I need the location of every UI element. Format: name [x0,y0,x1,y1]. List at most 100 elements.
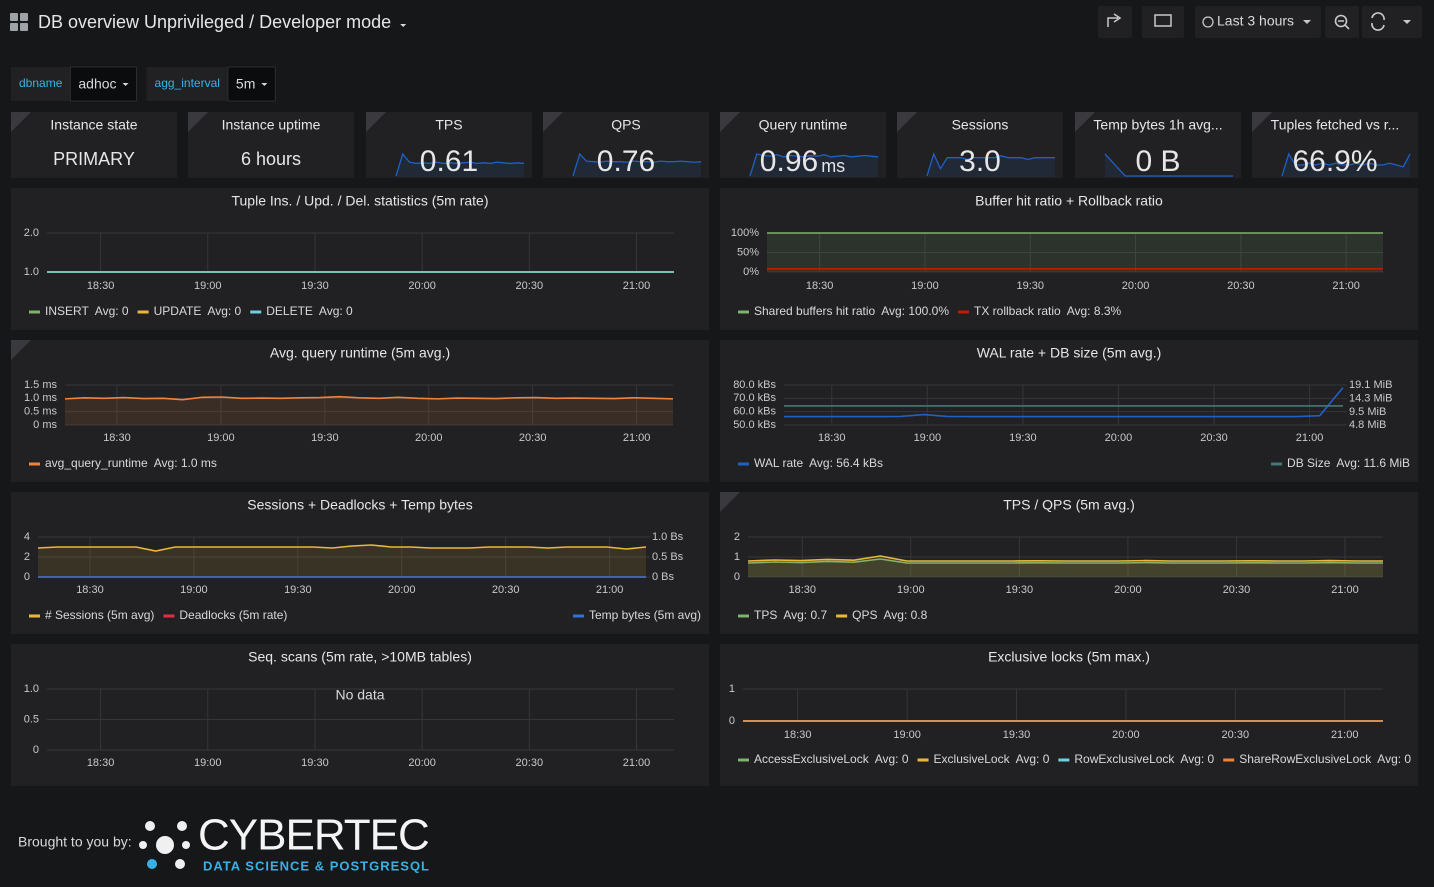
legend-item[interactable]: # Sessions (5m avg) [29,608,154,622]
stat-title: TPS [435,117,462,133]
legend-avg: Avg: 100.0% [881,304,949,318]
y-tick-label: 1.0 [24,266,39,278]
x-tick-label: 19:00 [914,432,942,444]
legend-avg: Avg: 8.3% [1067,304,1122,318]
stat-title: Tuples fetched vs r... [1271,117,1400,133]
stat-value: 6 hours [241,149,301,169]
legend-item[interactable]: TX rollback ratioAvg: 8.3% [958,304,1122,318]
y-tick-label: 60.0 kBs [733,406,776,418]
stat-value: 0 B [1135,145,1180,178]
stat-panel: Instance statePRIMARY [11,112,177,178]
variable-value[interactable]: adhoc [78,76,116,92]
panel-background [11,644,709,786]
x-tick-label: 19:30 [301,280,329,292]
stat-value: 0.61 [420,145,478,178]
legend-avg: Avg: 0 [207,304,241,318]
x-tick-label: 18:30 [87,280,115,292]
legend-item[interactable]: RowExclusiveLock Avg: 0 [1058,752,1214,766]
x-tick-label: 19:30 [1006,584,1034,596]
legend-avg: Avg: 0.7 [783,608,827,622]
legend-item[interactable]: ShareRowExclusiveLockAvg: 0 [1223,752,1411,766]
legend-item[interactable]: Temp bytes (5m avg) [573,608,701,622]
legend-item[interactable]: UPDATEAvg: 0 [138,304,242,318]
legend-name: RowExclusiveLock [1074,752,1175,766]
legend-avg: Avg: 0 [1180,752,1214,766]
legend-swatch [138,311,149,314]
tv-button[interactable] [1142,6,1184,38]
series-area [65,397,673,425]
graph-panel: WAL rate + DB size (5m avg.)18:3019:0019… [720,340,1418,482]
panel-title: Sessions + Deadlocks + Temp bytes [247,497,472,513]
y-tick-label: 1 [734,551,740,563]
legend-item[interactable]: DB SizeAvg: 11.6 MiB [1271,456,1410,470]
legend-swatch [1058,759,1069,762]
x-tick-label: 20:00 [415,432,443,444]
y-tick-label: 50.0 kBs [733,419,776,431]
zoom-out-button[interactable] [1325,6,1359,38]
y2-tick-label: 14.3 MiB [1349,392,1392,404]
legend-swatch [29,463,40,466]
refresh-button[interactable] [1362,6,1422,38]
x-tick-label: 20:30 [519,432,547,444]
x-tick-label: 19:00 [893,729,921,741]
x-tick-label: 18:30 [76,584,104,596]
legend-swatch [738,311,749,314]
stat-panel: Instance uptime 6 hours [188,112,354,178]
x-tick-label: 20:30 [492,584,520,596]
x-tick-label: 19:30 [1016,280,1044,292]
legend-item[interactable]: avg_query_runtimeAvg: 1.0 ms [29,456,217,470]
legend-item[interactable]: Shared buffers hit ratioAvg: 100.0% [738,304,949,318]
variable-value[interactable]: 5m [236,76,255,92]
x-tick-label: 20:00 [1105,432,1133,444]
variable: dbnameadhoc [11,67,137,101]
x-tick-label: 20:00 [408,757,436,769]
time-range[interactable]: Last 3 hours [1217,13,1294,29]
panel-title: Avg. query runtime (5m avg.) [270,345,450,361]
legend-item[interactable]: ExclusiveLockAvg: 0 [918,752,1050,766]
x-tick-label: 18:30 [818,432,846,444]
stat-unit: ms [821,156,845,176]
legend-item[interactable]: DELETEAvg: 0 [250,304,353,318]
legend-avg: Avg: 0 [875,752,909,766]
x-tick-label: 21:00 [1332,280,1360,292]
stat-panel: Tuples fetched vs r... 66.9% [1252,112,1418,178]
graph-panel: Sessions + Deadlocks + Temp bytes18:3019… [11,492,709,634]
graph-panel: TPS / QPS (5m avg.)18:3019:0019:3020:002… [720,492,1418,634]
legend-name: INSERT [45,304,89,318]
legend-item[interactable]: AccessExclusiveLockAvg: 0 [738,752,909,766]
stat-value: 66.9% [1292,145,1377,178]
stat-value: 0.96 [760,145,818,178]
y-tick-label: 0% [743,266,759,278]
legend-item[interactable]: Deadlocks (5m rate) [163,608,287,622]
legend-avg: Avg: 0 [1016,752,1050,766]
stat-panel: Temp bytes 1h avg...0 B [1075,112,1241,178]
legend-swatch [738,759,749,762]
stat-title: Instance uptime [222,117,321,133]
y-tick-label: 1.5 ms [24,379,58,391]
legend-swatch [918,759,929,762]
x-tick-label: 18:30 [103,432,131,444]
x-tick-label: 18:30 [784,729,812,741]
legend-swatch [836,615,847,618]
x-tick-label: 20:30 [1222,729,1250,741]
y-tick-label: 100% [731,227,759,239]
legend-avg: Avg: 56.4 kBs [809,456,883,470]
x-tick-label: 21:00 [623,432,651,444]
y-tick-label: 0 [33,744,39,756]
legend-swatch [1271,463,1282,466]
legend-name: WAL rate [754,456,803,470]
stat-title: Sessions [952,117,1009,133]
dashboard-title[interactable]: DB overview Unprivileged / Developer mod… [38,12,391,32]
stat-value: 0.76 [597,145,655,178]
toolbar: Last 3 hours [1098,6,1422,38]
legend-item[interactable]: WAL rate Avg: 56.4 kBs [738,456,883,470]
stat-value: 3.0 [959,145,1001,178]
x-tick-label: 20:00 [408,280,436,292]
y2-tick-label: 1.0 Bs [652,531,684,543]
x-tick-label: 20:00 [1112,729,1140,741]
y2-tick-label: 9.5 MiB [1349,406,1386,418]
variable-label: agg_interval [155,76,220,90]
x-tick-label: 18:30 [87,757,115,769]
no-data: No data [335,687,384,703]
graph-panel: Buffer hit ratio + Rollback ratio18:3019… [720,188,1418,330]
